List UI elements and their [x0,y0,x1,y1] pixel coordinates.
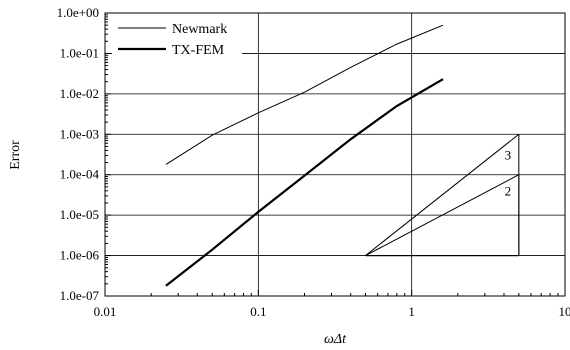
y-tick-label: 1.0e-03 [60,126,99,141]
y-tick-label: 1.0e-02 [60,86,99,101]
legend: Newmark TX-FEM [112,16,242,58]
legend-box [112,16,242,58]
x-tick-label: 10 [559,304,570,319]
y-tick-label: 1.0e-04 [60,167,100,182]
series-line-newmark [165,24,444,165]
y-axis-title: Error [8,140,23,170]
y-tick-labels: 1.0e-07 1.0e-06 1.0e-05 1.0e-04 1.0e-03 1.0e-… [57,5,100,303]
slope-label-2: 2 [505,184,512,199]
slope-label-3: 3 [505,147,512,162]
x-axis-title: ωΔt [324,332,347,347]
x-tick-label: 0.1 [250,304,266,319]
legend-label-newmark: Newmark [172,22,227,37]
slope-triangles: 32 [365,133,520,257]
x-tick-labels: 0.01 0.1 1 10 [94,304,570,319]
x-tick-label: 0.01 [94,304,117,319]
data-series [165,24,444,287]
x-tick-label: 1 [408,304,415,319]
y-tick-label: 1.0e-05 [60,207,99,222]
slope-hypotenuse-2 [365,174,520,257]
legend-label-txfem: TX-FEM [172,43,225,58]
y-tick-label: 1.0e-01 [60,45,99,60]
series-line-tx-fem [165,78,444,287]
y-tick-label: 1.0e-07 [60,288,100,303]
plot-frame [104,12,566,297]
slope-hypotenuse-3 [365,133,520,256]
y-tick-label: 1.0e+00 [57,5,99,20]
y-tick-label: 1.0e-06 [60,248,100,263]
